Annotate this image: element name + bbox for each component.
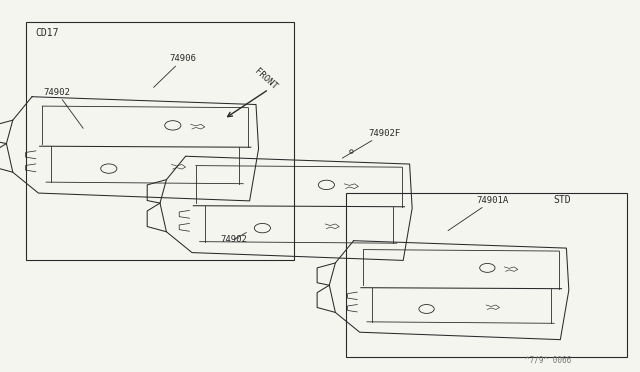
Bar [346,193,627,357]
Text: 74901A: 74901A [448,196,509,231]
Bar [26,22,294,260]
Text: 74902F: 74902F [342,129,400,158]
Text: ^7/9^ 0066: ^7/9^ 0066 [525,356,571,365]
Text: STD: STD [554,195,572,205]
Text: 74902: 74902 [44,88,83,128]
Text: CD17: CD17 [35,28,59,38]
Text: 74902: 74902 [221,232,248,244]
Text: 74906: 74906 [154,54,196,87]
Text: FRONT: FRONT [252,67,278,91]
